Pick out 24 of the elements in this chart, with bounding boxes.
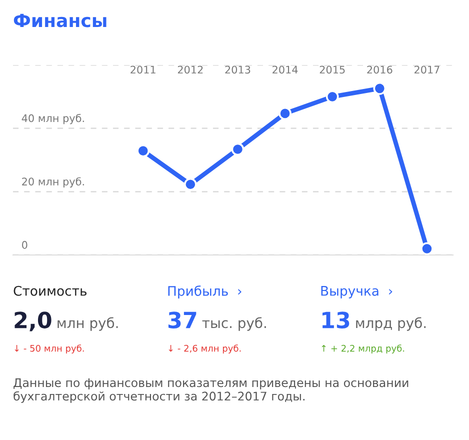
text: ↑ + 2,2 млрд руб. (322, 344, 404, 354)
y-tick-label: 20 млн руб. (22, 177, 84, 188)
text: 13 (322, 312, 350, 328)
text: ↓ - 2,6 млн руб. (168, 344, 241, 354)
x-tick-label: 2015 (320, 66, 345, 74)
x-tick-label: 2014 (272, 66, 298, 74)
x-tick-label: 2013 (225, 66, 250, 74)
text: Выручка › (321, 286, 392, 298)
x-tick-label: 2017 (414, 66, 440, 74)
text: млрд руб. (356, 317, 426, 331)
text: Стоимость (14, 286, 87, 296)
text: ↓ - 50 млн руб. (14, 344, 84, 354)
text: Данные по финансовым показателям приведены на основании бухгалтерской отчетности за 2012–2017 годы. (14, 378, 408, 403)
text: 2,0 (14, 312, 52, 332)
text: млн руб. (58, 317, 118, 331)
text: 37 (168, 312, 196, 328)
text: Прибыль › (168, 286, 242, 298)
x-tick-label: 2012 (178, 66, 203, 74)
y-tick-label: 0 (22, 240, 28, 249)
x-tick-label: 2011 (130, 66, 156, 74)
text: тыс. руб. (202, 317, 266, 331)
chart-title: Финансы (14, 14, 106, 28)
x-tick-label: 2016 (367, 66, 392, 74)
y-tick-label: 40 млн руб. (22, 114, 84, 124)
